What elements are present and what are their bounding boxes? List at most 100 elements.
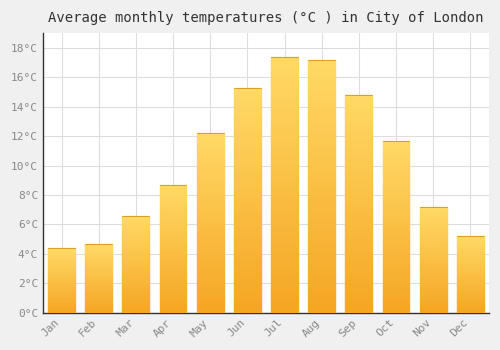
Bar bbox=[420, 298, 446, 300]
Bar bbox=[48, 271, 75, 273]
Bar bbox=[122, 217, 149, 219]
Bar bbox=[197, 219, 224, 223]
Bar bbox=[382, 182, 409, 185]
Bar bbox=[457, 264, 483, 265]
Bar bbox=[457, 247, 483, 248]
Bar bbox=[160, 246, 186, 248]
Bar bbox=[48, 288, 75, 289]
Bar bbox=[271, 267, 298, 272]
Bar bbox=[160, 282, 186, 285]
Bar bbox=[308, 110, 335, 116]
Bar bbox=[420, 226, 446, 228]
Bar bbox=[271, 123, 298, 128]
Bar bbox=[420, 281, 446, 283]
Bar bbox=[234, 128, 260, 133]
Bar bbox=[48, 289, 75, 290]
Bar bbox=[86, 284, 112, 285]
Bar bbox=[457, 278, 483, 279]
Bar bbox=[197, 151, 224, 155]
Bar bbox=[122, 225, 149, 227]
Bar bbox=[122, 235, 149, 237]
Bar bbox=[346, 95, 372, 99]
Bar bbox=[420, 268, 446, 270]
Bar bbox=[197, 302, 224, 306]
Bar bbox=[457, 273, 483, 274]
Bar bbox=[86, 252, 112, 253]
Bar bbox=[457, 244, 483, 245]
Bar bbox=[308, 206, 335, 211]
Bar bbox=[234, 133, 260, 137]
Bar bbox=[420, 262, 446, 264]
Bar bbox=[346, 191, 372, 195]
Bar bbox=[271, 241, 298, 246]
Bar bbox=[271, 261, 298, 267]
Bar bbox=[308, 227, 335, 232]
Bar bbox=[420, 243, 446, 245]
Bar bbox=[457, 305, 483, 307]
Bar bbox=[160, 205, 186, 208]
Bar bbox=[234, 164, 260, 169]
Bar bbox=[122, 229, 149, 231]
Bar bbox=[271, 185, 298, 190]
Bar bbox=[48, 300, 75, 301]
Bar bbox=[457, 288, 483, 290]
Bar bbox=[457, 236, 483, 238]
Bar bbox=[457, 254, 483, 256]
Bar bbox=[457, 280, 483, 282]
Bar bbox=[382, 220, 409, 223]
Bar bbox=[48, 305, 75, 306]
Bar bbox=[308, 131, 335, 135]
Bar bbox=[160, 295, 186, 297]
Bar bbox=[234, 182, 260, 187]
Bar bbox=[271, 154, 298, 159]
Bar bbox=[48, 275, 75, 276]
Bar bbox=[271, 231, 298, 236]
Bar bbox=[86, 278, 112, 279]
Bar bbox=[234, 281, 260, 286]
Bar bbox=[86, 277, 112, 278]
Bar bbox=[122, 247, 149, 248]
Bar bbox=[382, 265, 409, 268]
Bar bbox=[457, 267, 483, 268]
Bar bbox=[197, 266, 224, 270]
Bar bbox=[308, 196, 335, 201]
Bar bbox=[122, 227, 149, 229]
Bar bbox=[160, 195, 186, 197]
Bar bbox=[160, 218, 186, 220]
Bar bbox=[122, 278, 149, 280]
Bar bbox=[234, 214, 260, 218]
Bar bbox=[86, 308, 112, 310]
Bar bbox=[122, 222, 149, 223]
Bar bbox=[271, 215, 298, 220]
Bar bbox=[308, 120, 335, 125]
Bar bbox=[122, 293, 149, 295]
Bar bbox=[346, 117, 372, 121]
Bar bbox=[122, 260, 149, 262]
Bar bbox=[420, 228, 446, 230]
Bar bbox=[382, 168, 409, 172]
Bar bbox=[197, 270, 224, 273]
Bar bbox=[197, 209, 224, 212]
Bar bbox=[346, 265, 372, 269]
Bar bbox=[160, 213, 186, 215]
Bar bbox=[420, 211, 446, 213]
Bar bbox=[382, 226, 409, 230]
Bar bbox=[197, 244, 224, 248]
Bar bbox=[197, 309, 224, 313]
Bar bbox=[271, 67, 298, 72]
Bar bbox=[48, 270, 75, 271]
Bar bbox=[346, 152, 372, 156]
Bar bbox=[86, 267, 112, 268]
Bar bbox=[160, 269, 186, 272]
Bar bbox=[86, 299, 112, 300]
Bar bbox=[48, 251, 75, 252]
Bar bbox=[457, 265, 483, 267]
Bar bbox=[271, 169, 298, 174]
Bar bbox=[48, 256, 75, 257]
Bar bbox=[308, 292, 335, 298]
Bar bbox=[457, 259, 483, 261]
Bar bbox=[420, 283, 446, 285]
Bar bbox=[271, 277, 298, 282]
Bar bbox=[346, 160, 372, 164]
Bar bbox=[420, 304, 446, 306]
